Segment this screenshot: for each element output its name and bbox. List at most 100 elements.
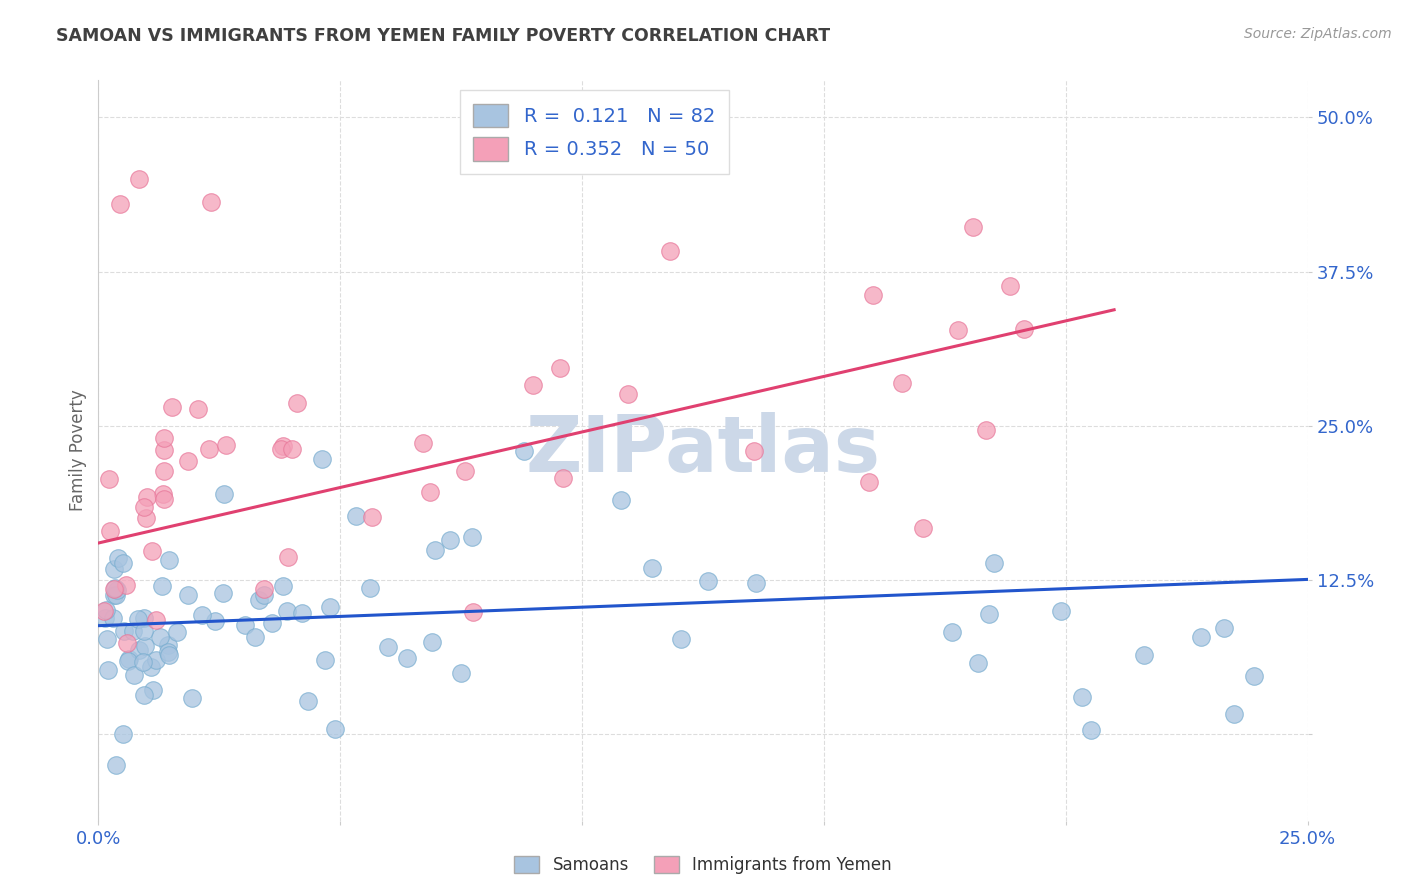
Point bbox=[127, 612, 149, 626]
Point bbox=[153, 443, 176, 458]
Point bbox=[153, 491, 176, 506]
Point bbox=[211, 585, 233, 599]
Point bbox=[1080, 723, 1102, 738]
Point bbox=[121, 624, 143, 638]
Legend: R =  0.121   N = 82, R = 0.352   N = 50: R = 0.121 N = 82, R = 0.352 N = 50 bbox=[460, 90, 728, 175]
Point bbox=[461, 530, 484, 544]
Point bbox=[616, 387, 638, 401]
Point bbox=[111, 726, 134, 740]
Point bbox=[132, 655, 155, 669]
Point bbox=[270, 442, 292, 457]
Point bbox=[962, 220, 984, 235]
Point bbox=[145, 653, 167, 667]
Point bbox=[891, 376, 914, 391]
Point bbox=[128, 643, 150, 657]
Point bbox=[177, 454, 200, 468]
Point bbox=[104, 588, 127, 602]
Point bbox=[641, 560, 664, 574]
Point bbox=[107, 551, 129, 566]
Point bbox=[297, 694, 319, 708]
Point bbox=[979, 607, 1001, 622]
Point bbox=[134, 500, 156, 515]
Point bbox=[377, 640, 399, 655]
Point bbox=[941, 624, 963, 639]
Point bbox=[212, 487, 235, 501]
Point bbox=[361, 510, 384, 524]
Point bbox=[157, 552, 180, 566]
Text: SAMOAN VS IMMIGRANTS FROM YEMEN FAMILY POVERTY CORRELATION CHART: SAMOAN VS IMMIGRANTS FROM YEMEN FAMILY P… bbox=[56, 27, 831, 45]
Point bbox=[271, 439, 294, 453]
Legend: Samoans, Immigrants from Yemen: Samoans, Immigrants from Yemen bbox=[509, 851, 897, 880]
Point bbox=[419, 485, 441, 500]
Point bbox=[344, 508, 367, 523]
Point bbox=[112, 556, 135, 570]
Point bbox=[135, 511, 157, 525]
Point bbox=[198, 442, 221, 457]
Point bbox=[744, 443, 766, 458]
Point bbox=[141, 660, 163, 674]
Point bbox=[166, 625, 188, 640]
Point bbox=[983, 556, 1005, 570]
Point bbox=[976, 423, 998, 437]
Point bbox=[141, 543, 163, 558]
Text: Source: ZipAtlas.com: Source: ZipAtlas.com bbox=[1244, 27, 1392, 41]
Point bbox=[395, 651, 418, 665]
Point bbox=[314, 653, 336, 667]
Point bbox=[454, 464, 477, 478]
Point bbox=[412, 436, 434, 450]
Point bbox=[235, 618, 257, 632]
Point bbox=[271, 579, 294, 593]
Point bbox=[96, 603, 118, 617]
Point bbox=[93, 604, 115, 618]
Point bbox=[450, 665, 472, 680]
Point bbox=[134, 624, 156, 638]
Point bbox=[1189, 630, 1212, 644]
Point bbox=[150, 579, 173, 593]
Point bbox=[323, 723, 346, 737]
Point bbox=[1132, 648, 1154, 662]
Point bbox=[157, 648, 180, 662]
Point bbox=[548, 361, 571, 376]
Point bbox=[156, 645, 179, 659]
Point bbox=[285, 396, 308, 410]
Point bbox=[191, 608, 214, 623]
Point bbox=[108, 196, 131, 211]
Point bbox=[277, 549, 299, 564]
Point bbox=[135, 490, 157, 504]
Point bbox=[911, 521, 934, 535]
Point bbox=[425, 543, 447, 558]
Point bbox=[152, 486, 174, 500]
Point bbox=[115, 578, 138, 592]
Point bbox=[966, 656, 988, 670]
Point bbox=[252, 588, 274, 602]
Point bbox=[142, 683, 165, 698]
Point bbox=[153, 431, 176, 445]
Point bbox=[420, 635, 443, 649]
Point bbox=[176, 588, 198, 602]
Point bbox=[132, 688, 155, 702]
Point bbox=[948, 323, 970, 337]
Point bbox=[215, 438, 238, 452]
Point bbox=[104, 581, 127, 595]
Point bbox=[187, 402, 209, 417]
Point bbox=[858, 475, 880, 489]
Point bbox=[97, 472, 120, 486]
Point bbox=[160, 401, 183, 415]
Point bbox=[551, 471, 574, 485]
Point bbox=[247, 593, 270, 607]
Point bbox=[439, 533, 461, 547]
Point bbox=[1049, 604, 1071, 618]
Y-axis label: Family Poverty: Family Poverty bbox=[69, 390, 87, 511]
Point bbox=[117, 654, 139, 668]
Point bbox=[115, 636, 138, 650]
Point bbox=[253, 582, 276, 597]
Point bbox=[117, 652, 139, 666]
Point bbox=[105, 583, 128, 598]
Point bbox=[180, 691, 202, 706]
Point bbox=[156, 638, 179, 652]
Point bbox=[243, 630, 266, 644]
Point bbox=[359, 582, 381, 596]
Text: ZIPatlas: ZIPatlas bbox=[526, 412, 880, 489]
Point bbox=[1222, 706, 1244, 721]
Point bbox=[522, 378, 544, 392]
